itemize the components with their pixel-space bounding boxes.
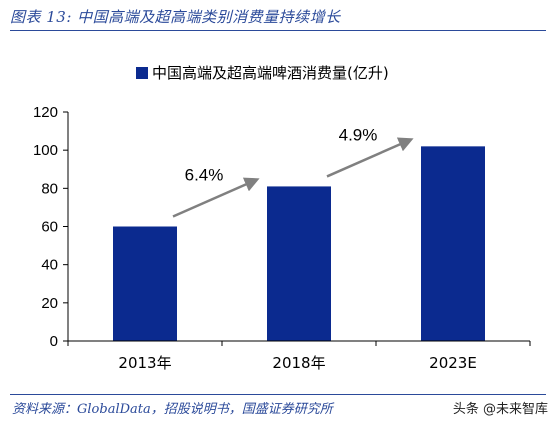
bar [267, 186, 331, 341]
y-tick-label: 120 [33, 104, 58, 121]
y-tick-label: 40 [41, 257, 58, 274]
y-tick-label: 60 [41, 219, 58, 236]
y-tick-label: 100 [33, 142, 58, 159]
y-tick-label: 0 [50, 333, 58, 350]
y-tick-label: 80 [41, 180, 58, 197]
growth-arrow [172, 177, 260, 218]
source-rule [10, 394, 546, 395]
growth-rate-label: 4.9% [339, 125, 378, 144]
growth-rate-label: 6.4% [185, 165, 224, 184]
y-axis: 0 20 40 60 80 100 120 [33, 104, 69, 350]
x-category-label: 2013年 [118, 354, 171, 372]
x-category-label: 2018年 [272, 354, 325, 372]
bars [113, 146, 485, 341]
bar [113, 226, 177, 341]
source-note: 资料来源：GlobalData，招股说明书，国盛证券研究所 [12, 402, 333, 417]
y-tick-label: 20 [41, 295, 58, 312]
watermark: 头条 @未来智库 [452, 402, 548, 417]
legend-swatch [136, 67, 148, 79]
bar [421, 146, 485, 341]
legend-label: 中国高端及超高端啤酒消费量(亿升) [152, 64, 389, 82]
x-category-label: 2023E [429, 354, 477, 372]
legend: 中国高端及超高端啤酒消费量(亿升) [136, 64, 389, 82]
growth-annotations: 6.4% 4.9% [172, 125, 414, 218]
title-rule [10, 30, 546, 31]
figure-title: 图表 13: 中国高端及超高端类别消费量持续增长 [10, 8, 341, 26]
growth-arrow [326, 137, 414, 178]
x-axis: 2013年 2018年 2023E [67, 340, 531, 372]
